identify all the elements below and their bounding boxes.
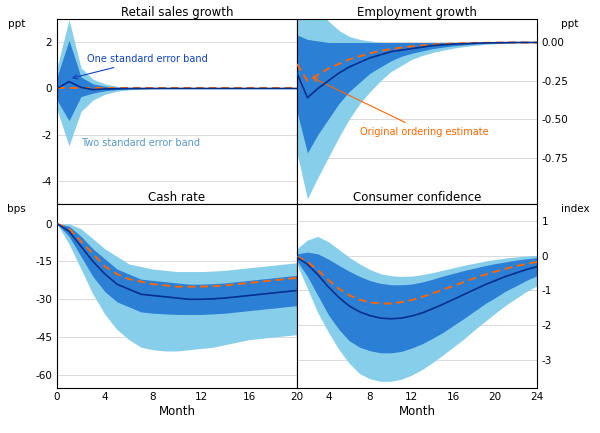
Text: One standard error band: One standard error band [73, 54, 208, 79]
X-axis label: Month: Month [158, 405, 196, 418]
Title: Cash rate: Cash rate [148, 191, 206, 204]
Title: Employment growth: Employment growth [357, 6, 477, 19]
Text: Two standard error band: Two standard error band [81, 138, 200, 148]
Title: Retail sales growth: Retail sales growth [121, 6, 233, 19]
Text: ppt: ppt [561, 19, 578, 29]
Title: Consumer confidence: Consumer confidence [353, 191, 481, 204]
X-axis label: Month: Month [398, 405, 436, 418]
Text: bps: bps [7, 204, 26, 213]
Text: Original ordering estimate: Original ordering estimate [313, 78, 488, 136]
Text: ppt: ppt [8, 19, 26, 29]
Text: index: index [561, 204, 590, 213]
